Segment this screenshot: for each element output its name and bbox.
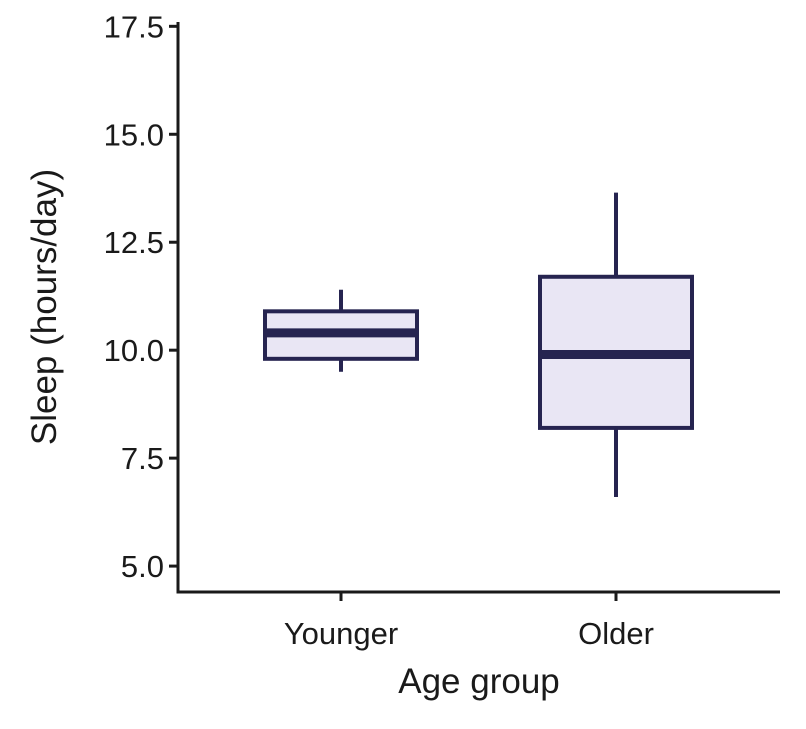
y-tick-label: 10.0: [104, 333, 164, 368]
x-tick-label: Younger: [284, 616, 398, 651]
y-tick-label: 7.5: [121, 441, 164, 476]
x-axis-title: Age group: [398, 662, 560, 701]
axes-layer: 5.0 7.5 10.0 12.5 15.0 17.5 Younger Older: [104, 9, 780, 651]
box-younger: [263, 289, 419, 372]
y-axis-title: Sleep (hours/day): [25, 169, 64, 445]
boxes-layer: [263, 192, 694, 497]
x-tick-label: Older: [578, 616, 654, 651]
y-tick-label: 12.5: [104, 225, 164, 260]
x-ticks: Younger Older: [284, 592, 654, 651]
y-tick-label: 17.5: [104, 9, 164, 44]
box-older: [538, 192, 694, 497]
y-ticks: 5.0 7.5 10.0 12.5 15.0 17.5: [104, 9, 178, 584]
y-tick-label: 15.0: [104, 117, 164, 152]
y-tick-label: 5.0: [121, 549, 164, 584]
